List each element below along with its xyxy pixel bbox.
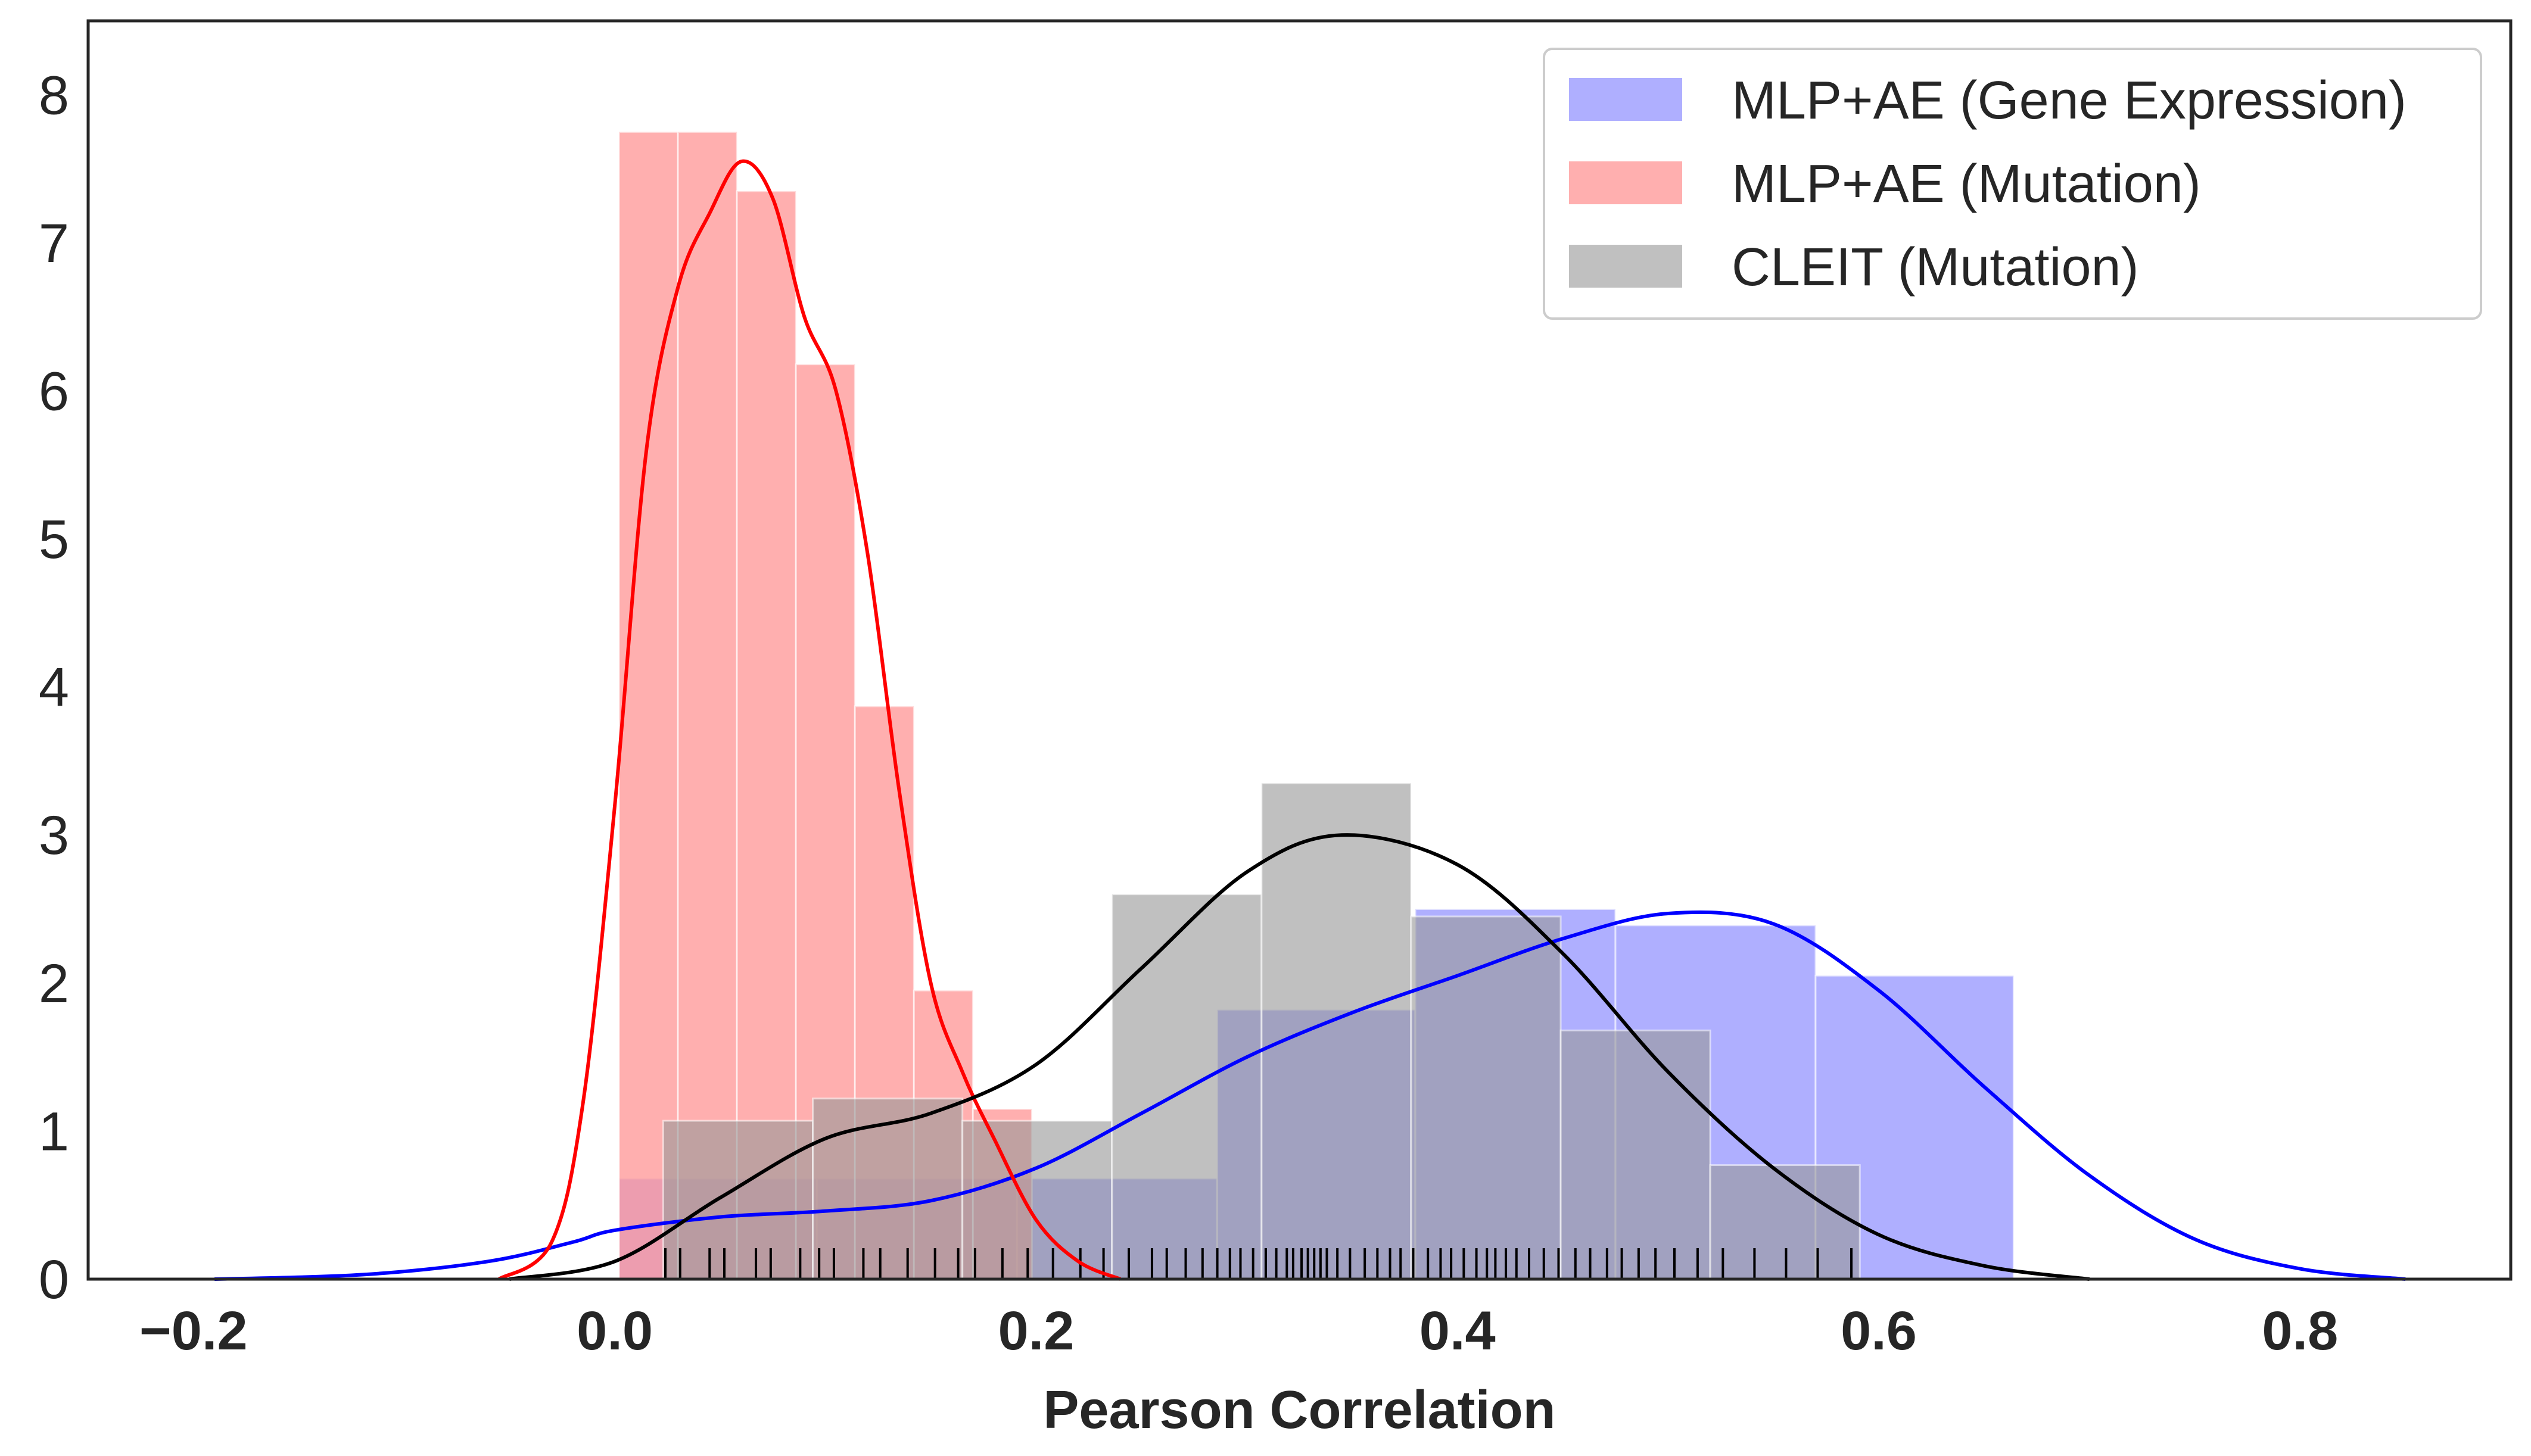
y-tick-label-3: 3 [39,805,69,866]
y-tick-label-8: 8 [39,65,69,126]
series-1-bar-2 [736,190,797,1280]
x-tick-label-5: 0.8 [2262,1301,2338,1361]
y-tick-label-1: 1 [39,1101,69,1162]
series-1-bar-0 [618,130,679,1280]
legend-box [1543,48,2482,320]
y-tick-label-5: 5 [39,509,69,570]
series-1-bar-1 [677,130,738,1280]
x-axis-label: Pearson Correlation [1043,1380,1555,1440]
y-tick-label-6: 6 [39,361,69,422]
series-2-bar-2 [961,1120,1113,1280]
series-2-bar-0 [662,1120,814,1280]
series-2-bar-4 [1260,782,1412,1280]
series-1-kde-line [497,159,1122,1281]
legend-label-2: CLEIT (Mutation) [1732,238,2139,297]
y-tick-label-7: 7 [39,213,69,274]
legend-swatch-2 [1569,245,1682,288]
legend-swatch-1 [1569,161,1682,204]
x-axis-ticks: −0.2 0.0 0.2 0.4 0.6 0.8 [139,1301,2338,1361]
legend: MLP+AE (Gene Expression) MLP+AE (Mutation… [1543,48,2482,320]
series-2-kde-line [509,833,2090,1281]
kde-curves [214,159,2406,1281]
rug-ticks [664,1248,1853,1279]
histogram-bars [618,130,2015,1280]
plot-frame [86,19,2513,1281]
x-tick-label-0: −0.2 [139,1301,248,1361]
legend-swatch-0 [1569,78,1682,121]
series-2-bars [662,782,1861,1280]
legend-label-0: MLP+AE (Gene Expression) [1732,71,2407,130]
legend-label-1: MLP+AE (Mutation) [1732,154,2201,214]
y-axis-ticks: 0 1 2 3 4 5 6 7 8 [39,65,69,1310]
x-tick-label-3: 0.4 [1419,1301,1496,1361]
series-0-kde-line [214,910,2406,1281]
y-tick-label-0: 0 [39,1249,69,1310]
y-tick-label-2: 2 [39,953,69,1014]
series-2-bar-1 [812,1098,964,1280]
x-tick-label-1: 0.0 [577,1301,653,1361]
x-tick-label-2: 0.2 [998,1301,1074,1361]
series-2-bar-6 [1559,1029,1711,1280]
x-tick-label-4: 0.6 [1841,1301,1917,1361]
y-tick-label-4: 4 [39,657,69,718]
series-2-bar-5 [1410,915,1562,1280]
